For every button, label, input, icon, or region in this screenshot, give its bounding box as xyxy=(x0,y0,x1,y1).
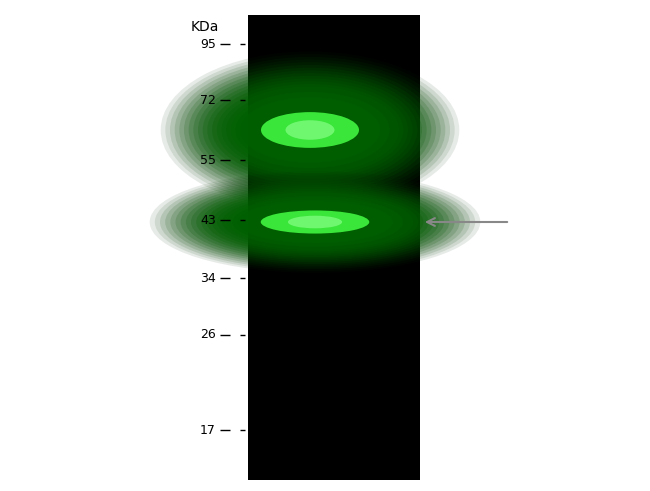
Ellipse shape xyxy=(231,92,389,168)
Ellipse shape xyxy=(170,57,450,203)
Text: 95: 95 xyxy=(200,37,216,51)
Ellipse shape xyxy=(232,199,398,245)
Ellipse shape xyxy=(216,84,404,176)
Ellipse shape xyxy=(226,89,394,171)
Ellipse shape xyxy=(212,192,419,252)
Bar xyxy=(248,15,420,480)
Ellipse shape xyxy=(222,87,398,173)
Ellipse shape xyxy=(186,184,444,261)
Ellipse shape xyxy=(155,173,475,271)
Ellipse shape xyxy=(288,216,342,228)
Ellipse shape xyxy=(212,81,408,179)
Text: 17: 17 xyxy=(200,424,216,436)
Ellipse shape xyxy=(237,201,393,243)
Ellipse shape xyxy=(191,185,439,259)
Ellipse shape xyxy=(261,211,369,234)
Ellipse shape xyxy=(285,120,335,140)
Ellipse shape xyxy=(175,59,445,200)
Text: 72: 72 xyxy=(200,93,216,107)
Ellipse shape xyxy=(184,65,436,195)
Ellipse shape xyxy=(227,197,403,246)
Ellipse shape xyxy=(207,79,413,182)
Ellipse shape xyxy=(198,73,422,187)
Ellipse shape xyxy=(188,68,432,192)
Text: 26: 26 xyxy=(200,328,216,342)
Ellipse shape xyxy=(176,180,454,264)
Ellipse shape xyxy=(165,54,454,206)
Ellipse shape xyxy=(203,76,417,184)
Ellipse shape xyxy=(150,171,480,273)
Ellipse shape xyxy=(160,175,470,269)
Text: 43: 43 xyxy=(200,214,216,226)
Ellipse shape xyxy=(217,194,413,250)
Ellipse shape xyxy=(196,187,434,257)
Ellipse shape xyxy=(193,70,426,190)
Ellipse shape xyxy=(261,112,359,148)
Ellipse shape xyxy=(181,182,449,262)
Ellipse shape xyxy=(235,95,385,165)
Ellipse shape xyxy=(240,98,380,163)
Ellipse shape xyxy=(170,178,460,266)
Text: KDa: KDa xyxy=(191,20,219,34)
Ellipse shape xyxy=(222,196,408,248)
Ellipse shape xyxy=(179,62,441,198)
Ellipse shape xyxy=(165,176,465,268)
Text: A: A xyxy=(330,20,339,34)
Text: 34: 34 xyxy=(200,272,216,284)
Ellipse shape xyxy=(207,191,424,253)
Ellipse shape xyxy=(161,52,460,209)
Text: 55: 55 xyxy=(200,154,216,166)
Ellipse shape xyxy=(202,189,428,255)
